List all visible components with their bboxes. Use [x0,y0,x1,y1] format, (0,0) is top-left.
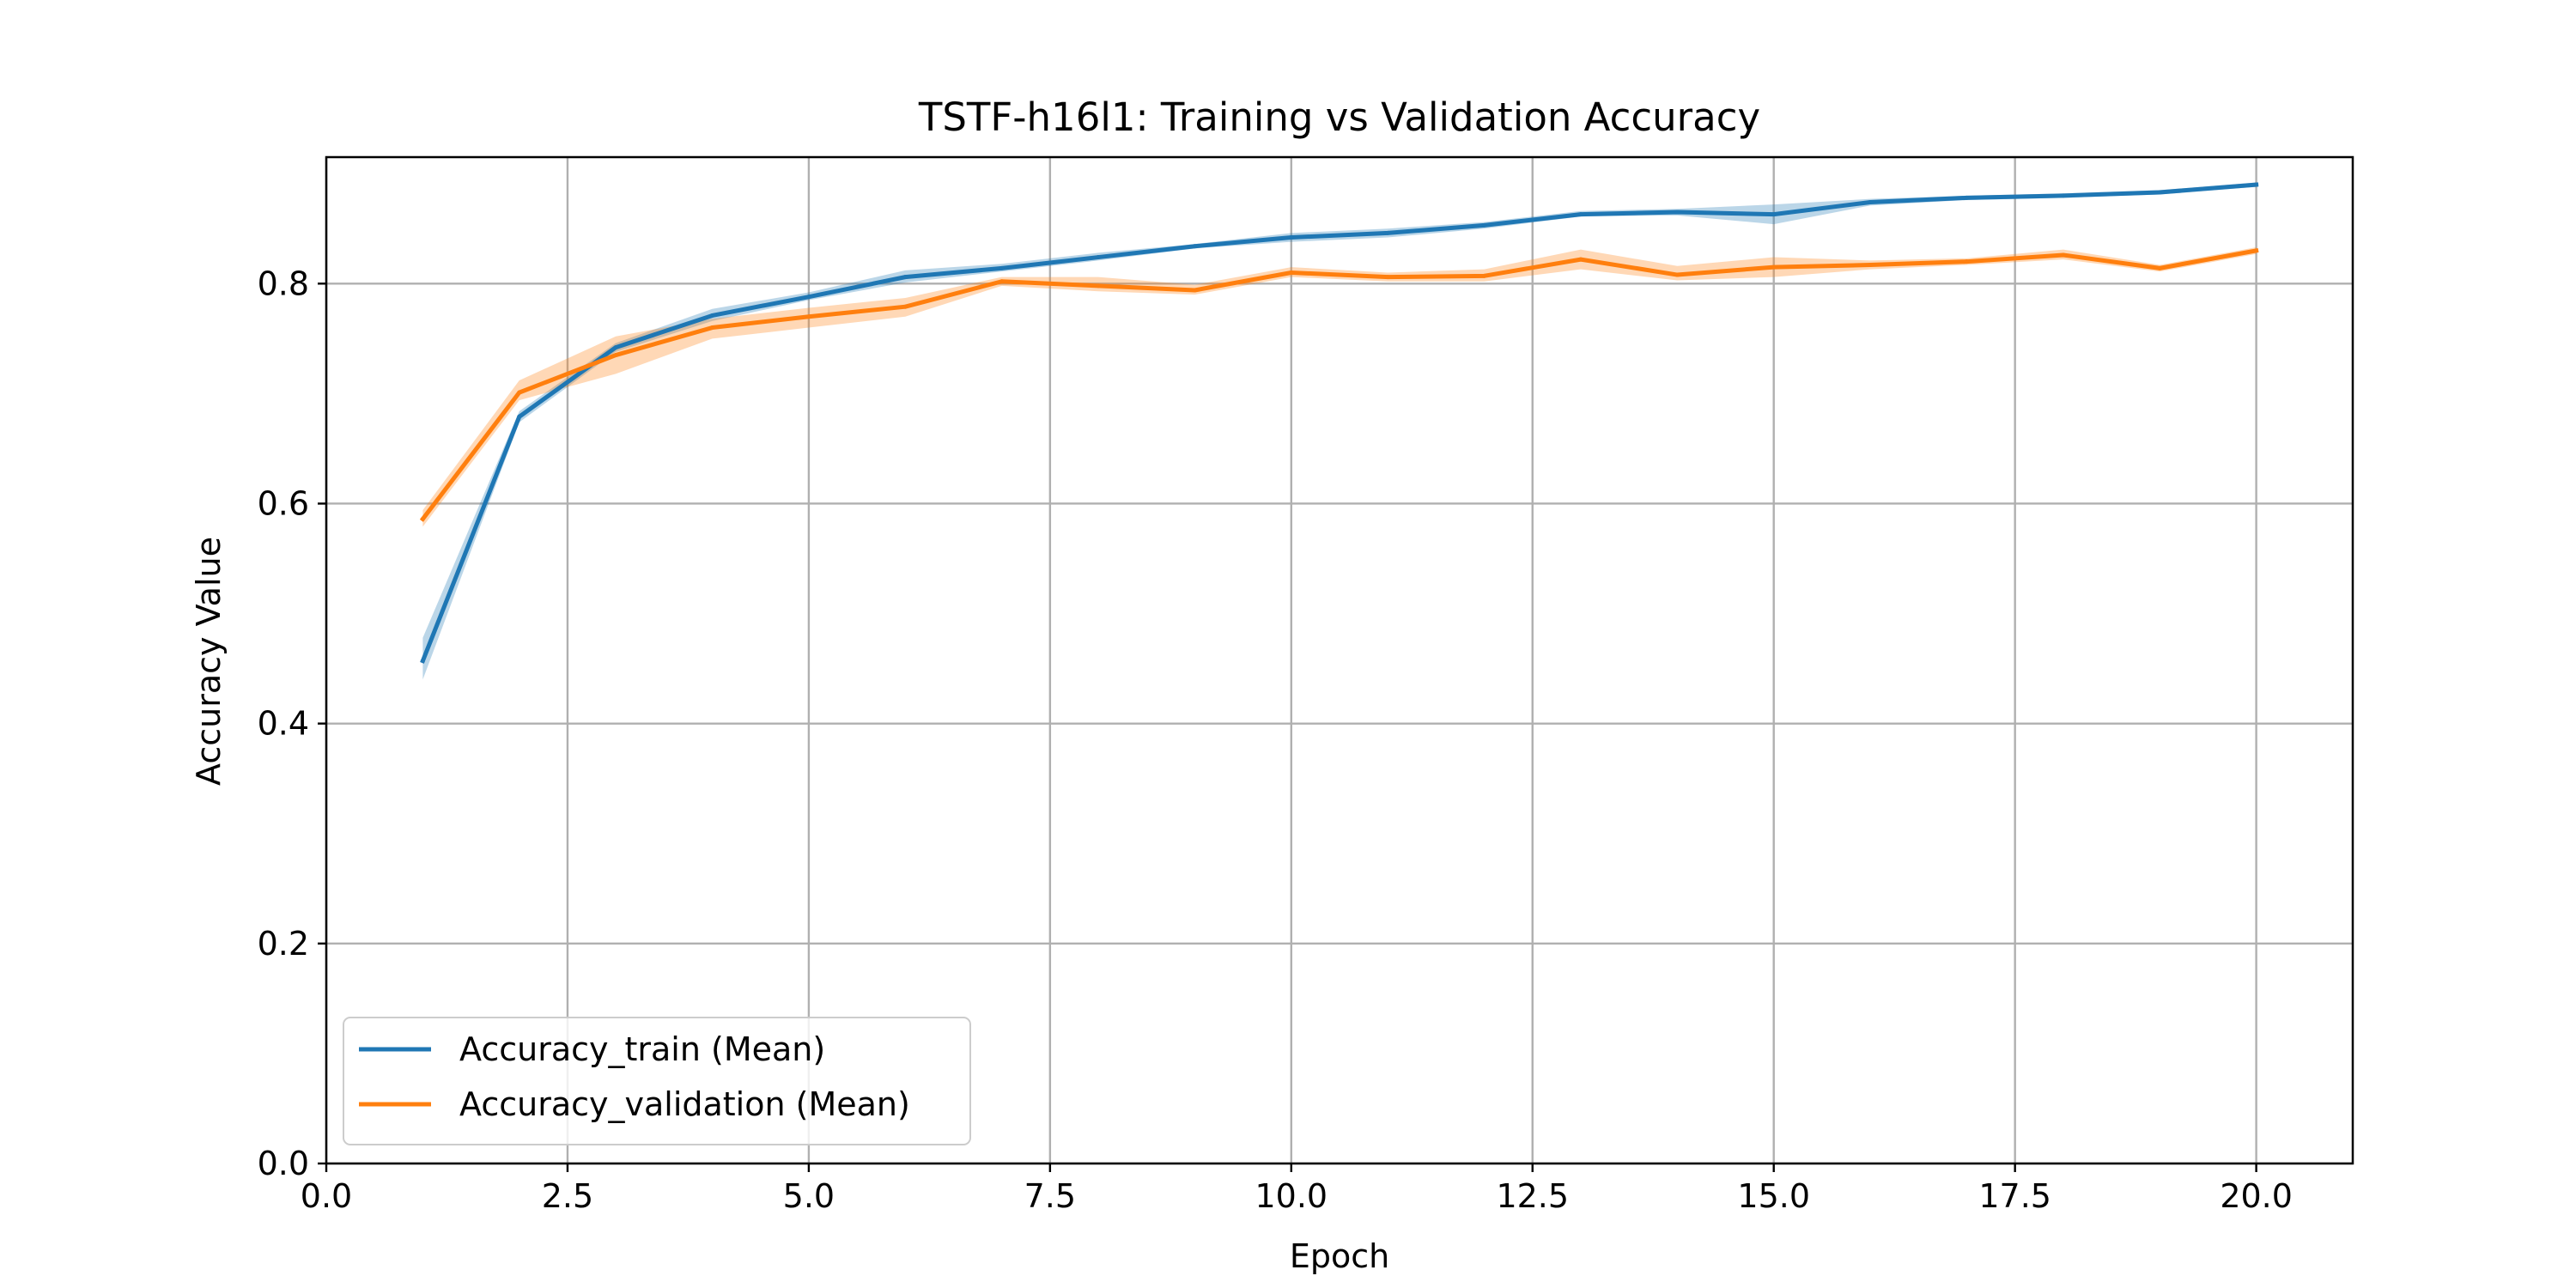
legend-box [343,1017,971,1145]
x-tick-label: 5.0 [783,1177,835,1215]
y-tick-label: 0.6 [258,484,309,522]
series-0-point [517,414,522,419]
legend-label-1: Accuracy_validation (Mean) [459,1085,910,1123]
series-0-point [999,265,1005,270]
y-tick-label: 0.8 [258,264,309,302]
chart-title: TSTF-h16l1: Training vs Validation Accur… [918,94,1760,140]
series-0-point [613,345,618,350]
x-tick-label: 15.0 [1737,1177,1810,1215]
series-1-point [2254,248,2259,253]
series-1-point [1868,263,1873,268]
series-1-point [517,390,522,395]
series-0-point [710,313,715,318]
series-0-point [1964,195,1969,200]
series-0-point [2254,182,2259,187]
series-1-std-band [422,247,2257,527]
series-1-point [999,279,1005,284]
series-1-point [2061,252,2066,258]
series-1-point [1289,270,1294,275]
x-tick-label: 2.5 [542,1177,593,1215]
series-lines [419,182,2259,664]
series-0-point [1771,212,1777,217]
axis-ticks: 0.0 2.5 5.0 7.5 10.0 12.5 15.0 17.5 20.0 0.0 0.2 0.… [258,264,2293,1215]
std-bands [422,182,2257,680]
x-tick-label: 17.5 [1978,1177,2051,1215]
y-tick-label: 0.4 [258,705,309,743]
series-1-point [613,353,618,358]
x-tick-label: 0.0 [301,1177,352,1215]
x-tick-label: 7.5 [1024,1177,1076,1215]
series-1-point [1964,259,1969,264]
y-tick-label: 0.2 [258,925,309,963]
legend: Accuracy_train (Mean) Accuracy_validation… [343,1017,971,1145]
series-0-point [420,659,425,664]
y-tick-label: 0.0 [258,1145,309,1182]
x-tick-label: 12.5 [1496,1177,1569,1215]
series-0-point [1868,200,1873,205]
series-1-point [902,304,908,309]
series-0-point [2061,193,2066,198]
series-1-point [1674,272,1680,277]
series-1-point [806,314,811,319]
series-1-point [710,325,715,331]
series-0-point [1289,235,1294,240]
series-1-point [1096,283,1101,289]
x-axis-label: Epoch [1290,1237,1389,1275]
series-1-point [1482,273,1487,278]
legend-label-0: Accuracy_train (Mean) [459,1030,825,1068]
series-1-point [420,516,425,521]
series-0-point [2157,190,2162,195]
series-0-point [1096,255,1101,260]
series-0-point [1192,244,1197,249]
series-1-point [1192,288,1197,293]
series-0-point [902,275,908,280]
series-0-point [1674,210,1680,215]
axes-frame [325,155,2354,1165]
series-1-point [1578,257,1583,262]
x-tick-label: 20.0 [2220,1177,2293,1215]
series-0-point [1578,212,1583,217]
series-0-line [420,182,2259,664]
y-axis-label: Accuracy Value [190,537,228,786]
series-0-point [1482,222,1487,228]
series-1-line [419,247,2259,522]
series-1-point [1385,275,1390,280]
series-1-point [2157,265,2162,270]
series-0-point [1385,230,1390,235]
x-tick-label: 10.0 [1255,1177,1328,1215]
series-0-point [806,295,811,300]
series-1-point [1771,264,1777,270]
